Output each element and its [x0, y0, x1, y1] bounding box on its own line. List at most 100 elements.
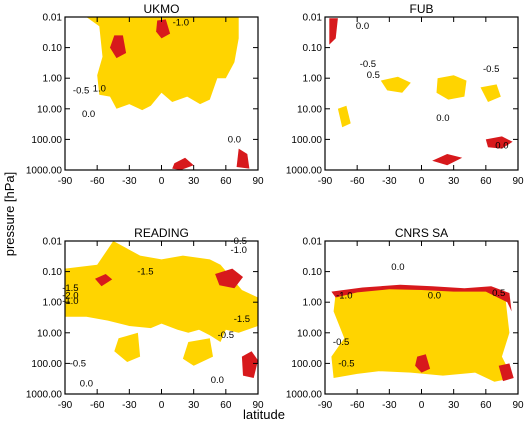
x-tick-label: -60 [90, 400, 105, 411]
contour-label: -0.5 [73, 85, 89, 96]
x-tick-label: 0 [419, 400, 425, 411]
significant-region-red [172, 157, 194, 170]
y-tick-label: 100.00 [31, 135, 62, 146]
y-axis-label: pressure [hPa] [2, 172, 17, 257]
contour-label: -1.0 [336, 290, 352, 301]
x-tick-label: 30 [448, 400, 460, 411]
contour-label: 0.5 [367, 70, 380, 81]
contour-label: 0.0 [356, 21, 369, 32]
contour-label: -1.5 [137, 267, 153, 278]
x-tick-label: 30 [188, 176, 200, 187]
x-tick-label: 30 [448, 176, 460, 187]
significant-region-red [215, 268, 243, 289]
x-tick-label: 0 [159, 400, 165, 411]
x-tick-label: -90 [58, 400, 73, 411]
y-tick-label: 1.00 [43, 298, 63, 309]
y-tick-label: 0.10 [43, 267, 63, 278]
significant-region-yellow [436, 75, 467, 100]
y-tick-label: 1000.00 [286, 390, 323, 401]
y-tick-label: 10.00 [297, 328, 322, 339]
panel-title: UKMO [144, 2, 180, 16]
panel-reading: -1.5-0.5-1.0-1.5-2.0-1.0-1.5-0.5-0.50.0 0… [26, 226, 264, 411]
significant-region-red [110, 35, 127, 59]
contour-label: 1.0 [93, 84, 106, 95]
y-tick-label: 1000.00 [286, 166, 323, 177]
y-tick-label: 0.10 [303, 43, 323, 54]
x-tick-label: -90 [318, 176, 333, 187]
contour-label: 0.0 [495, 141, 508, 152]
panel-title: CNRS SA [395, 226, 448, 240]
shaded-regions [329, 18, 513, 166]
contour-label: -0.5 [218, 330, 234, 341]
y-tick-label: 0.10 [303, 267, 323, 278]
contour-label: -2.0 [62, 290, 78, 301]
y-tick-label: 10.00 [37, 104, 62, 115]
shaded-regions [331, 284, 514, 382]
shaded-regions [65, 241, 258, 378]
x-tick-label: -60 [350, 176, 365, 187]
contour-label: 0.0 [82, 109, 95, 120]
contour-label: -1.5 [234, 314, 250, 325]
y-tick-label: 10.00 [37, 328, 62, 339]
x-tick-label: 90 [252, 400, 264, 411]
x-tick-label: 90 [512, 176, 524, 187]
y-tick-label: 1000.00 [26, 390, 63, 401]
x-tick-label: -30 [382, 400, 397, 411]
y-tick-label: 1.00 [303, 298, 323, 309]
y-tick-label: 100.00 [291, 135, 322, 146]
x-tick-label: 30 [188, 400, 200, 411]
shaded-regions [86, 17, 250, 170]
x-tick-label: -90 [318, 400, 333, 411]
x-tick-label: 90 [252, 176, 264, 187]
significant-region-yellow [480, 84, 501, 102]
panel-title: FUB [410, 2, 434, 16]
x-tick-label: 60 [220, 400, 232, 411]
significant-region-red [156, 19, 171, 39]
significant-region-red [95, 274, 113, 287]
panel-title: READING [134, 226, 189, 240]
contour-label: 0.0 [436, 113, 449, 124]
contour-label: -1.5 [62, 283, 78, 294]
significant-region-red [236, 148, 250, 169]
y-tick-label: 10.00 [297, 104, 322, 115]
contour-label: -0.5 [483, 64, 499, 75]
y-tick-label: 1.00 [43, 74, 63, 85]
x-tick-label: 0 [419, 176, 425, 187]
significant-region-yellow [65, 241, 258, 342]
contour-label: -1.0 [231, 245, 247, 256]
x-tick-label: -30 [382, 176, 397, 187]
y-tick-label: 0.01 [303, 237, 323, 248]
x-tick-label: 60 [480, 400, 492, 411]
significant-region-yellow [337, 105, 351, 128]
contour-label: 0.0 [428, 290, 441, 301]
x-tick-label: -90 [58, 176, 73, 187]
x-axis-label: latitude [243, 407, 285, 422]
panel-fub: 0.0-0.50.5-0.50.00.0-90 -60 -30 0 30 60 900.01… [286, 2, 524, 187]
y-tick-label: 1.00 [303, 74, 323, 85]
contour-label: 0.0 [391, 262, 404, 273]
y-tick-label: 100.00 [291, 359, 322, 370]
y-tick-label: 1000.00 [26, 166, 63, 177]
contour-label: -1.0 [173, 17, 189, 28]
contour-label: -0.5 [70, 358, 86, 369]
panel-ukmo: -1.0 -0.5 1.0 0.0 0.0 -90 -60 -30 0 30 60 90 0.01 0.1… [26, 2, 264, 187]
y-tick-label: 0.01 [303, 13, 323, 24]
significant-region-red [498, 363, 514, 382]
y-tick-label: 0.01 [43, 13, 63, 24]
contour-label: 0.0 [80, 378, 93, 389]
contour-label: -0.5 [338, 358, 354, 369]
significant-region-red [241, 351, 258, 378]
contour-label: -0.5 [360, 59, 376, 70]
contour-label: 0.0 [228, 134, 241, 145]
contour-label: 0.0 [211, 375, 224, 386]
x-tick-label: -60 [350, 400, 365, 411]
panel-cnrs-sa: 0.0 0.0 -1.0 0.5 -0.5 -0.5 -90 -60 -30 0 30 60 90 0.0… [286, 226, 524, 411]
significant-region-red [432, 154, 463, 166]
x-tick-label: -60 [90, 176, 105, 187]
significant-region-yellow [380, 76, 411, 93]
significant-region-red [415, 354, 431, 373]
significant-region-yellow [331, 286, 513, 382]
x-tick-label: 60 [480, 176, 492, 187]
y-tick-label: 0.01 [43, 237, 63, 248]
y-tick-label: 0.10 [43, 43, 63, 54]
